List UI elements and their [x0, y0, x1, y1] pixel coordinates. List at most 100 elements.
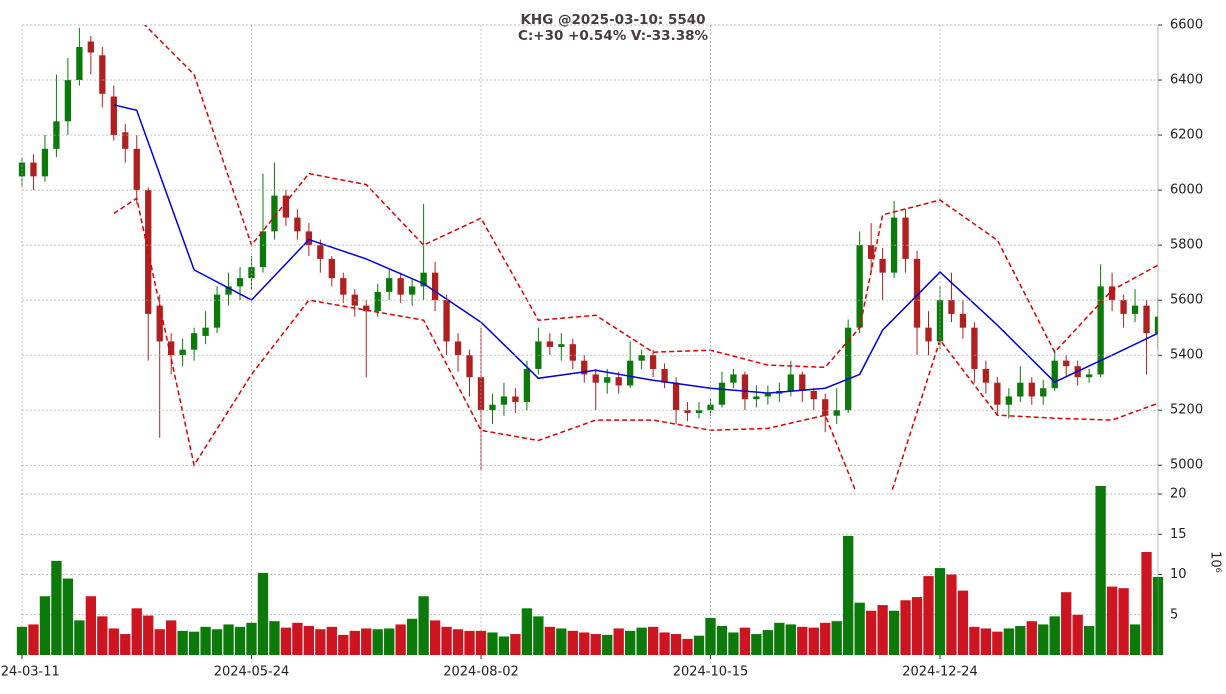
candle-body — [867, 245, 875, 259]
candle-body — [466, 355, 473, 378]
x-tick-label: 2024-05-24 — [214, 665, 290, 680]
candle-body — [53, 121, 60, 149]
candle-body — [168, 341, 175, 356]
volume-bar — [1026, 621, 1037, 655]
volume-bar — [166, 620, 177, 655]
x-tick-label: 2024-10-15 — [673, 665, 749, 680]
volume-bar — [51, 560, 62, 655]
volume-bar — [464, 630, 475, 655]
candle-body — [294, 217, 301, 232]
volume-bar — [1083, 626, 1095, 655]
volume-bar — [923, 576, 934, 655]
volume-bar — [97, 616, 108, 655]
candle-body — [386, 278, 393, 292]
candle-body — [1028, 382, 1035, 397]
volume-bar — [1072, 614, 1083, 655]
volume-bar — [739, 627, 751, 655]
candle-body — [695, 410, 703, 413]
x-tick-label: 2024-03-11 — [0, 665, 60, 680]
candle-body — [156, 305, 163, 342]
candle-body — [741, 374, 749, 400]
candle-body — [190, 333, 198, 350]
chart-title: KHG @2025-03-10: 5540 — [520, 12, 705, 28]
candle-body — [845, 327, 852, 411]
candle-body — [76, 47, 83, 81]
volume-bar — [567, 630, 578, 655]
volume-bar — [200, 626, 211, 655]
candle-body — [822, 399, 829, 416]
volume-bar — [234, 626, 246, 655]
candle-body — [328, 258, 335, 279]
candle-body — [489, 404, 496, 411]
candle-body — [1120, 300, 1127, 314]
x-tick-label: 2024-12-24 — [902, 665, 978, 680]
volume-bar — [16, 626, 28, 655]
volume-bar — [429, 620, 441, 655]
volume-tick-label: 10 — [1170, 567, 1187, 582]
volume-bar — [1095, 485, 1106, 655]
volume-bar — [521, 608, 533, 655]
candle-body — [684, 410, 691, 413]
volume-bar — [326, 626, 337, 655]
volume-bar — [303, 626, 315, 655]
volume-bar — [533, 616, 544, 655]
candle-body — [971, 327, 978, 369]
volume-bar — [670, 634, 682, 655]
volume-bar — [705, 617, 716, 655]
volume-bar — [154, 629, 165, 655]
y-tick-label: 6000 — [1170, 183, 1203, 198]
volume-bar — [349, 630, 360, 655]
candle-body — [925, 327, 932, 342]
volume-axis-label: 10⁶ — [1208, 551, 1223, 573]
volume-bar — [406, 618, 418, 655]
candle-body — [994, 382, 1001, 405]
volume-bar — [969, 626, 980, 655]
candle-body — [615, 377, 622, 386]
candle-body — [236, 278, 244, 287]
volume-bar — [280, 627, 292, 655]
volume-bar — [475, 630, 487, 655]
volume-bar — [946, 574, 957, 655]
candle-body — [810, 390, 817, 400]
candle-body — [1005, 396, 1012, 405]
volume-bar — [820, 622, 831, 655]
candle-body — [569, 344, 576, 361]
volume-bar — [372, 629, 383, 655]
volume-bar — [693, 635, 705, 655]
volume-bar — [292, 622, 303, 655]
candle-body — [99, 55, 106, 94]
chart-subtitle: C:+30 +0.54% V:-33.38% — [518, 28, 708, 44]
volume-bar — [636, 627, 647, 655]
volume-bar — [395, 624, 406, 655]
upper-band — [143, 25, 1158, 369]
candle-body — [902, 217, 909, 259]
candle-body — [1017, 382, 1024, 397]
candle-body — [1063, 360, 1070, 367]
candle-body — [87, 41, 95, 53]
volume-bar — [315, 629, 326, 655]
volume-bar — [28, 624, 39, 655]
y-tick-label: 5200 — [1170, 403, 1203, 418]
candle-body — [443, 300, 450, 342]
volume-bar — [544, 626, 556, 655]
candle-body — [363, 305, 370, 312]
middle-band — [113, 104, 1158, 394]
candle-body — [271, 195, 278, 232]
y-tick-label: 5800 — [1170, 238, 1203, 253]
candle-body — [753, 396, 760, 400]
candle-body — [1040, 388, 1047, 397]
candle-body — [730, 374, 737, 383]
candle-body — [179, 349, 186, 356]
volume-tick-label: 15 — [1170, 527, 1187, 542]
volume-bar — [120, 634, 131, 655]
volume-bar — [177, 630, 188, 655]
y-tick-label: 6400 — [1170, 73, 1203, 88]
candle-body — [1108, 286, 1116, 301]
volume-bar — [85, 596, 97, 655]
candle-body — [982, 368, 990, 383]
candle-body — [856, 245, 863, 328]
volume-bar — [808, 627, 819, 655]
candle-body — [454, 341, 462, 356]
candle-body — [122, 132, 129, 149]
